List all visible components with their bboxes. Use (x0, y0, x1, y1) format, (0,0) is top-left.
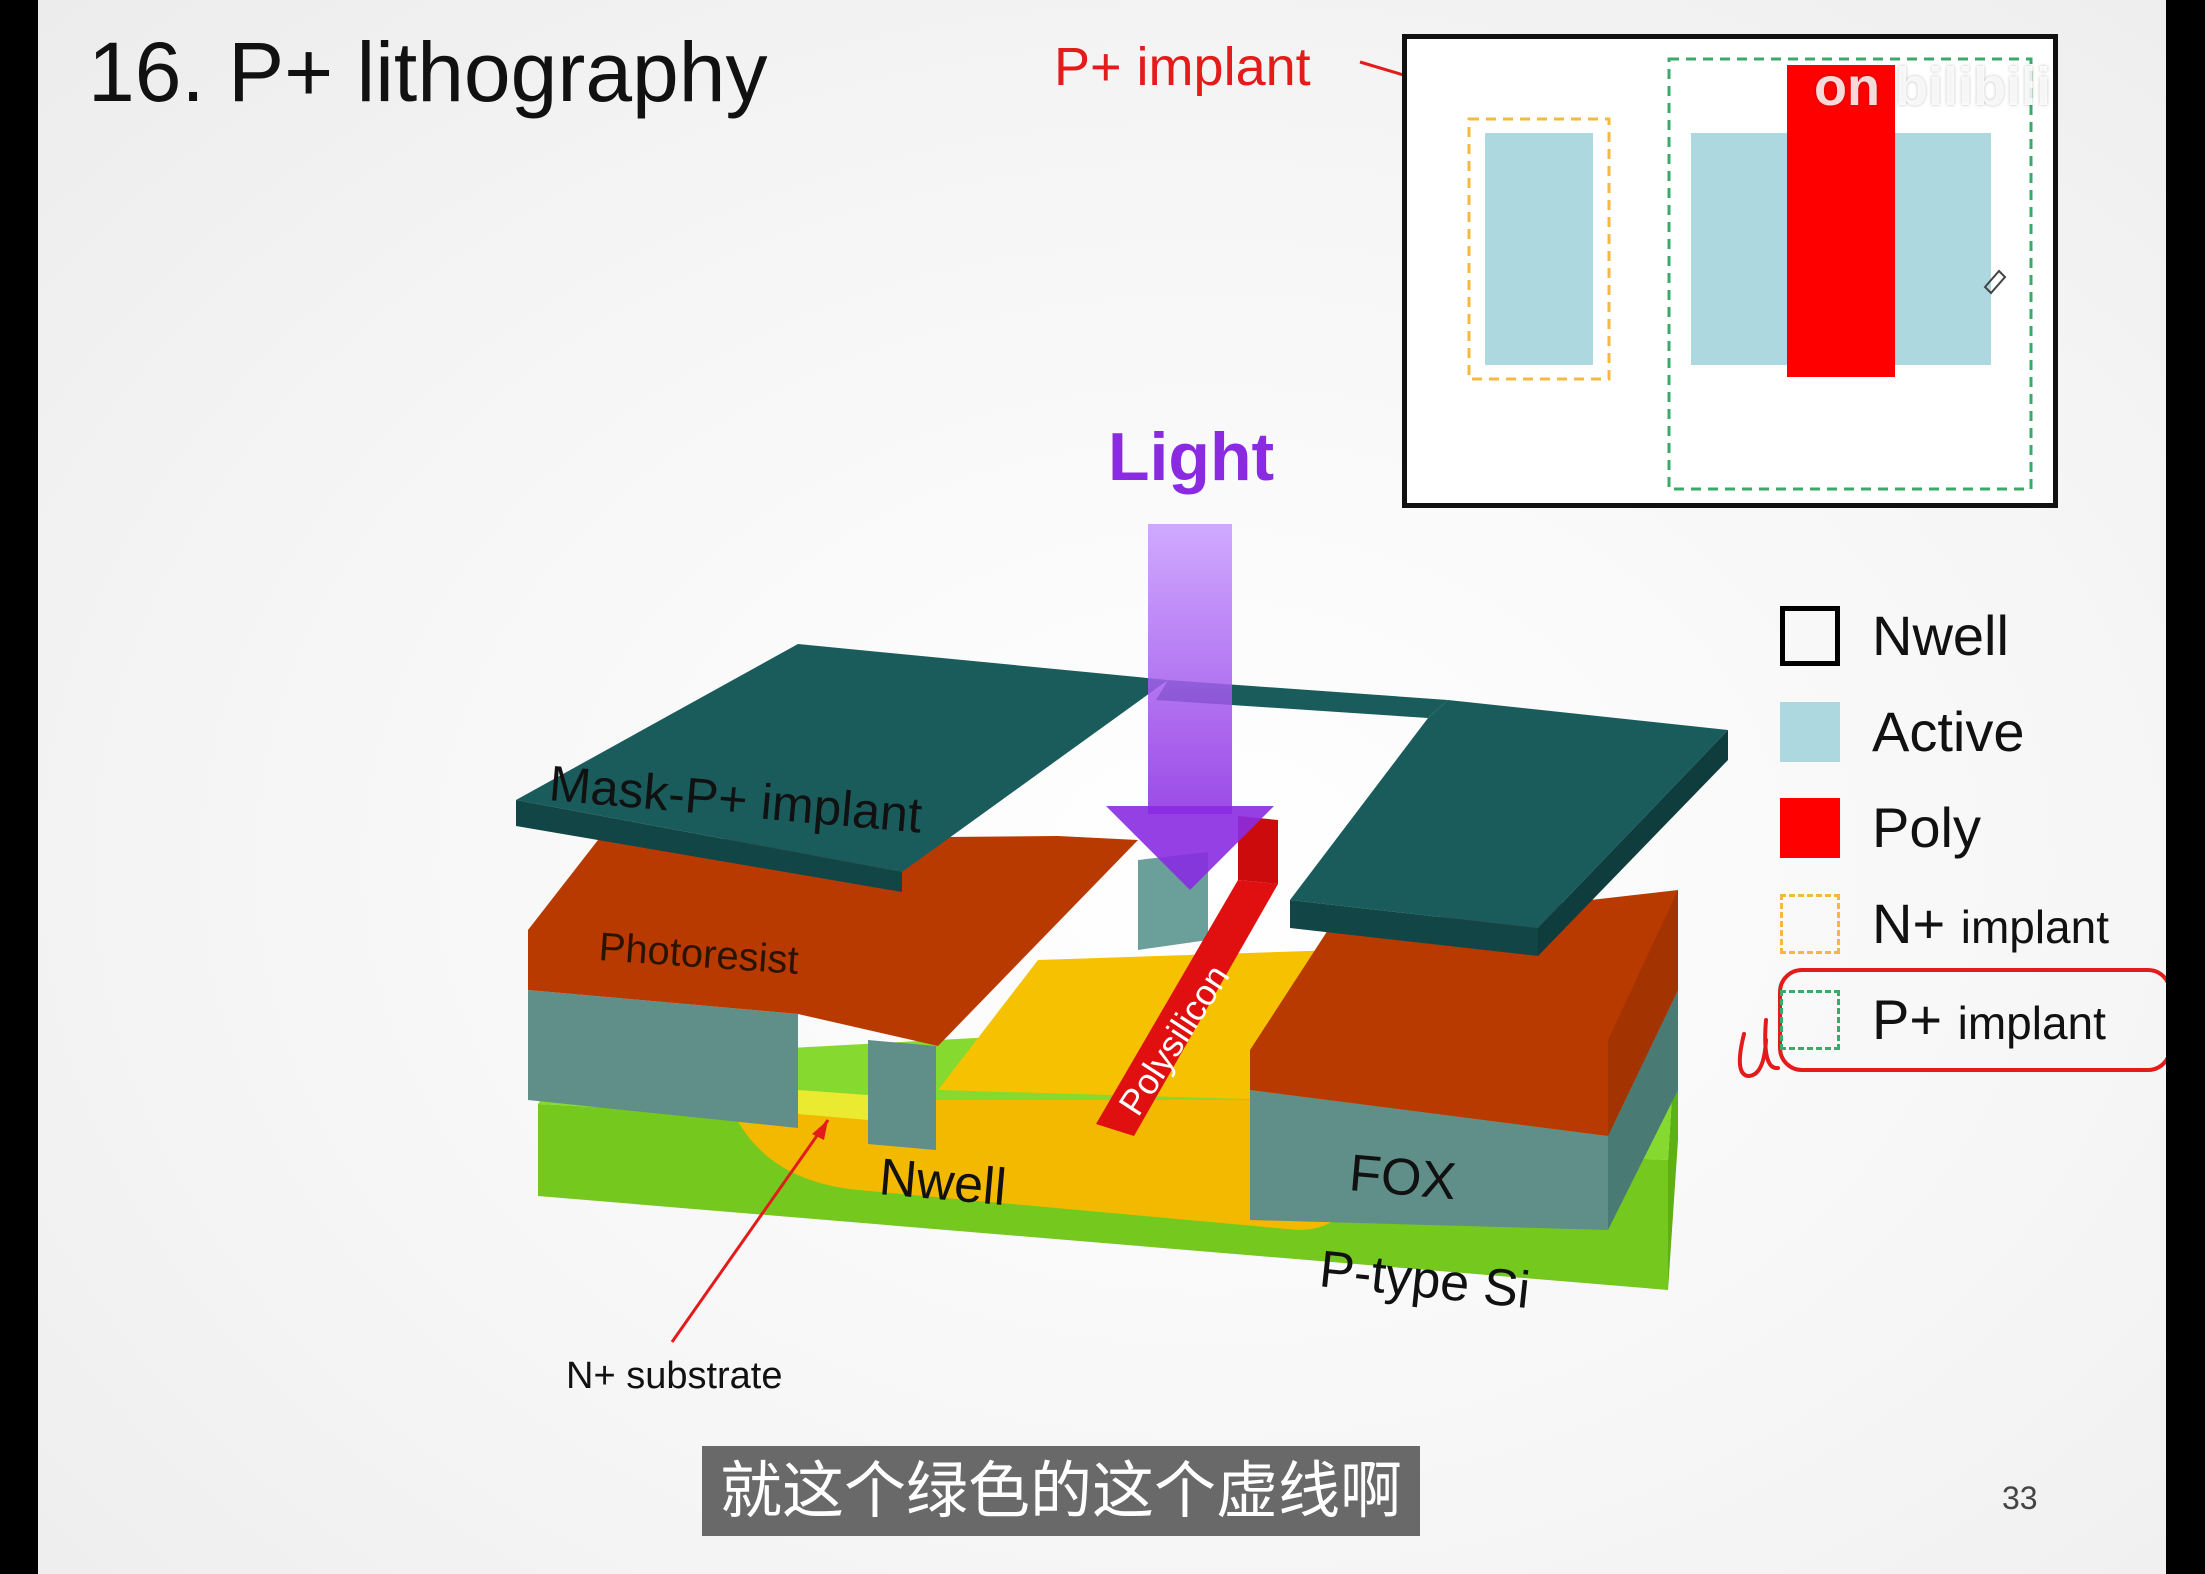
polysilicon-gate (1096, 880, 1278, 1136)
photoresist-left (528, 836, 1138, 1046)
inset-poly (1787, 65, 1895, 377)
mask-right-side (1538, 730, 1728, 956)
inset-active-left (1485, 133, 1593, 365)
slide: 16. P+ lithography P+ implant on bilibil… (38, 0, 2166, 1574)
n-plus-substrate-arrowhead (812, 1120, 828, 1140)
legend-swatch-poly (1780, 798, 1840, 858)
light-arrow-shaft (1148, 524, 1232, 814)
slide-title: 16. P+ lithography (88, 25, 768, 119)
n-plus-substrate-label: N+ substrate (566, 1355, 783, 1397)
photoresist-right-side (1608, 890, 1678, 1136)
inset-layout-view (1402, 34, 2058, 508)
fox-center (868, 1040, 936, 1150)
legend-label-nwell: Nwell (1872, 604, 2009, 667)
n-plus-substrate-arrow (670, 1119, 830, 1343)
page-number: 33 (2002, 1480, 2038, 1516)
pen-cursor-icon (1983, 269, 2007, 295)
mask-right-edge (1290, 900, 1538, 956)
inset-callout-label: P+ implant (1054, 37, 1311, 97)
fox-right (1250, 1090, 1608, 1230)
video-subtitle: 就这个绿色的这个虚线啊 (702, 1446, 1421, 1536)
mask-left-edge (516, 800, 902, 892)
light-arrow-head (1106, 806, 1274, 890)
watermark: on bilibili (1814, 57, 2051, 117)
polysilicon-riser (1238, 816, 1278, 884)
nwell-top (938, 950, 1338, 1100)
legend-label-active: Active (1872, 700, 2025, 763)
photoresist-right (1250, 890, 1678, 1136)
mask-left-top (516, 644, 1168, 872)
inset-p-implant-outline (1667, 57, 2033, 491)
legend-swatch-active (1780, 702, 1840, 762)
fox-right-side (1608, 990, 1678, 1230)
cross-section-diagram: Mask-P+ implant Photoresist Polysilicon … (516, 524, 2166, 1397)
legend-label-poly: Poly (1872, 796, 1981, 859)
light-label: Light (1108, 419, 1275, 495)
legend-label-p-implant: P+ implant (1872, 988, 2106, 1051)
inset-drawing (1467, 57, 2033, 491)
mask-right-top (1290, 700, 1728, 928)
legend-label-n-implant: N+ implant (1872, 892, 2110, 955)
fox-left (528, 990, 798, 1128)
inset-n-implant-outline (1467, 117, 1611, 381)
fox-label: FOX (1347, 1144, 1459, 1211)
legend-swatch-nwell (1780, 606, 1840, 666)
n-plus-substrate-region (798, 1090, 868, 1120)
legend-swatch-p-implant (1780, 990, 1840, 1050)
nwell-label: Nwell (877, 1148, 1009, 1217)
handwritten-mark (1737, 1018, 1780, 1079)
legend-swatch-n-implant (1780, 894, 1840, 954)
